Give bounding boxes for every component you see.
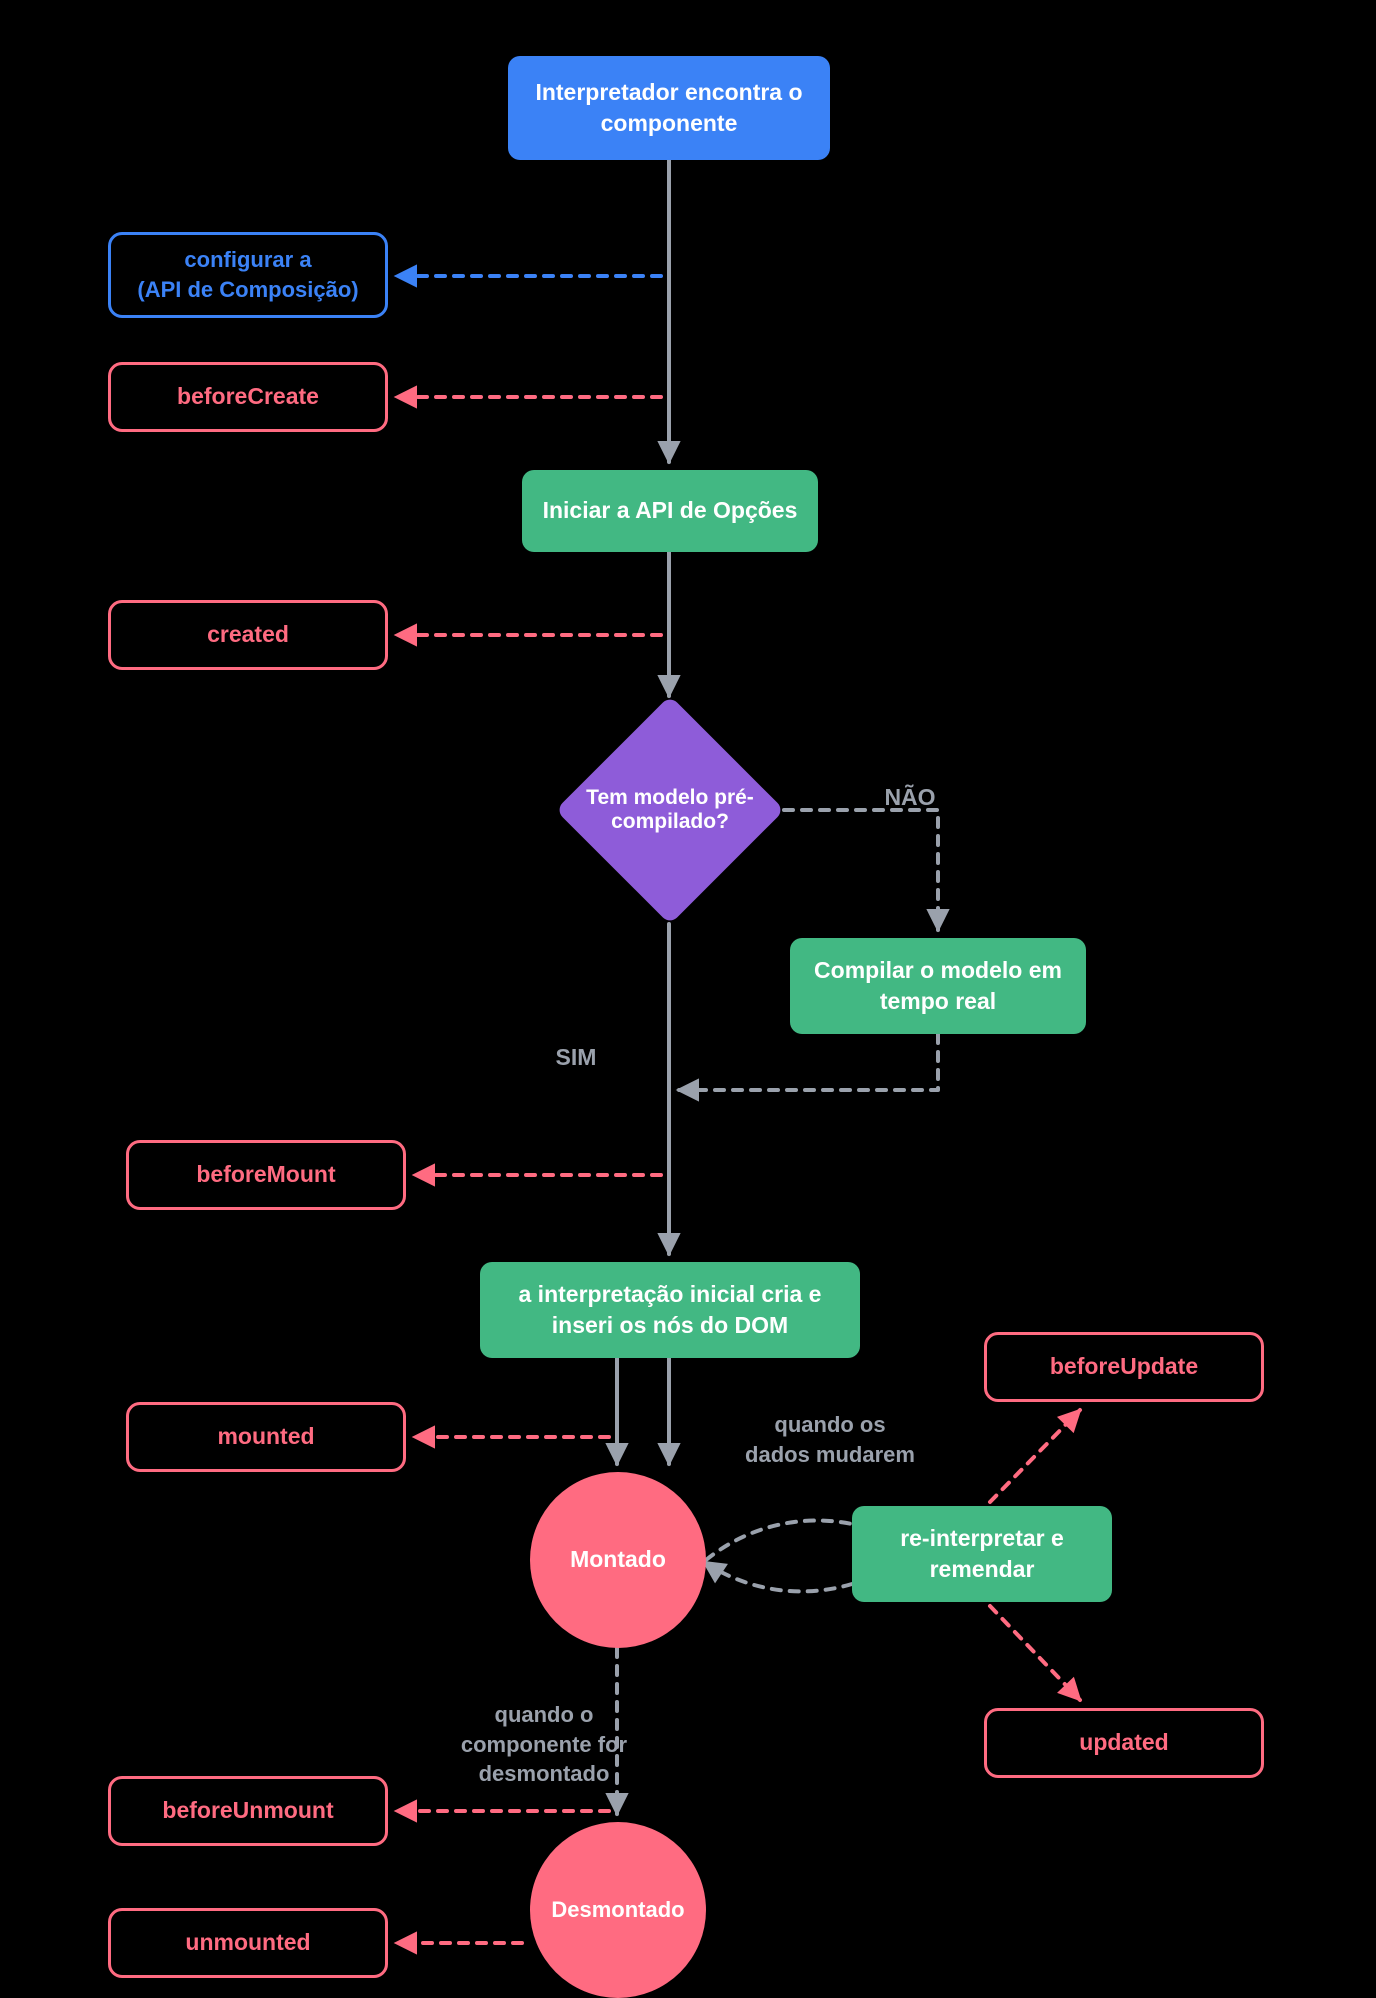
hook-before-update: beforeUpdate (984, 1332, 1264, 1402)
hook-before-unmount: beforeUnmount (108, 1776, 388, 1846)
node-label: a interpretação inicial cria e inseri os… (498, 1279, 842, 1341)
node-label: Montado (570, 1544, 666, 1575)
node-label: Iniciar a API de Opções (543, 495, 798, 526)
hook-label: beforeUpdate (1050, 1351, 1198, 1382)
hook-before-mount: beforeMount (126, 1140, 406, 1210)
hook-label: unmounted (185, 1927, 310, 1958)
node-iniciar-api: Iniciar a API de Opções (522, 470, 818, 552)
node-diamond-precompiled: Tem modelo pré-compilado? (556, 696, 784, 924)
node-label: re-interpretar e remendar (868, 1523, 1096, 1585)
label-nao: NÃO (870, 782, 950, 813)
hook-mounted: mounted (126, 1402, 406, 1472)
label-dados-mudarem: quando os dados mudarem (740, 1410, 920, 1469)
node-reinterpretar: re-interpretar e remendar (852, 1506, 1112, 1602)
hook-label: beforeMount (196, 1159, 335, 1190)
hook-label: beforeCreate (177, 381, 319, 412)
hook-updated: updated (984, 1708, 1264, 1778)
hook-label: configurar a (API de Composição) (137, 245, 358, 304)
node-label: Compilar o modelo em tempo real (806, 955, 1070, 1017)
node-desmontado: Desmontado (530, 1822, 706, 1998)
node-interpretador: Interpretador encontra o componente (508, 56, 830, 160)
diamond-label-text: Tem modelo pré-compilado? (582, 786, 758, 834)
hook-created: created (108, 600, 388, 670)
hook-before-create: beforeCreate (108, 362, 388, 432)
label-sim: SIM (536, 1042, 616, 1073)
node-interpretacao-inicial: a interpretação inicial cria e inseri os… (480, 1262, 860, 1358)
hook-unmounted: unmounted (108, 1908, 388, 1978)
label-componente-desmontado: quando o componente for desmontado (444, 1700, 644, 1789)
hook-label: beforeUnmount (162, 1795, 333, 1826)
hook-label: updated (1079, 1727, 1168, 1758)
node-label: Desmontado (551, 1895, 684, 1925)
node-compilar: Compilar o modelo em tempo real (790, 938, 1086, 1034)
hook-configurar: configurar a (API de Composição) (108, 232, 388, 318)
node-label: Interpretador encontra o componente (508, 77, 830, 139)
node-montado: Montado (530, 1472, 706, 1648)
hook-label: created (207, 619, 289, 650)
hook-label: mounted (217, 1421, 314, 1452)
